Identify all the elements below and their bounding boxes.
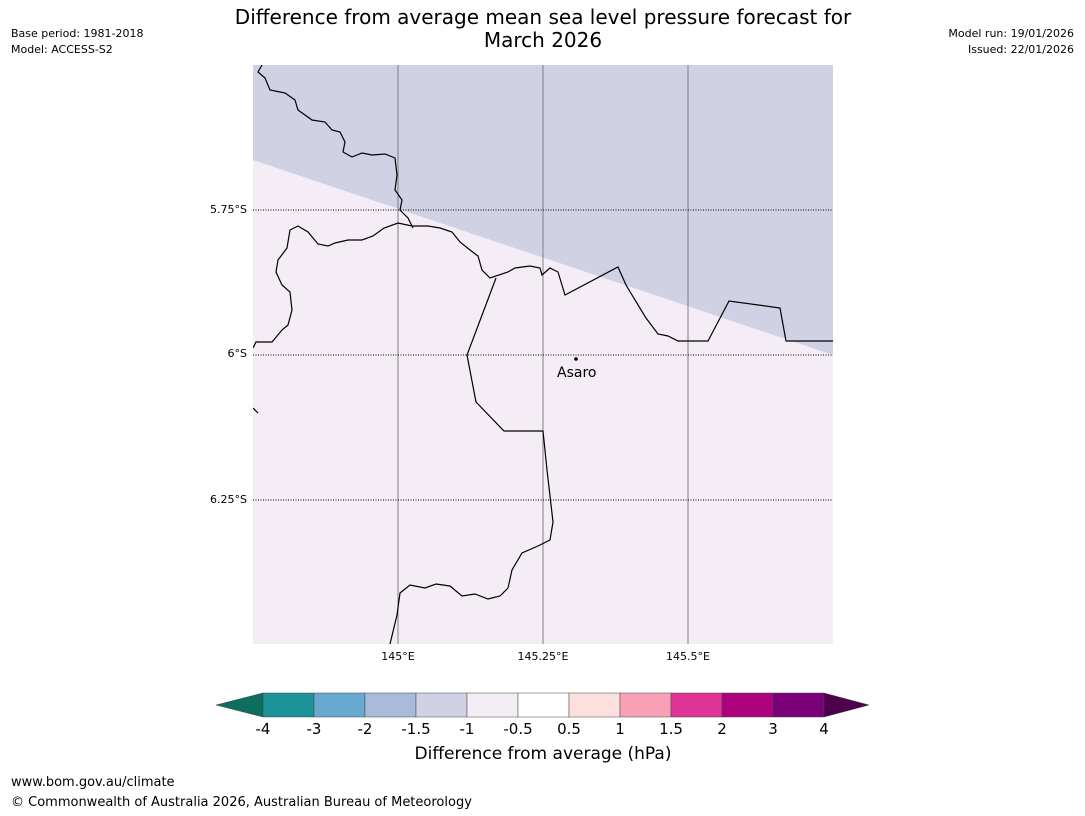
colorbar-tick-label: -1.5 <box>401 720 431 738</box>
colorbar-tick-label: -1 <box>459 720 475 738</box>
title-line-2: March 2026 <box>483 28 603 52</box>
province-boundary-north <box>257 65 414 229</box>
colorbar-tick-label: 2 <box>717 720 727 738</box>
lat-label-5-75: 5.75°S <box>210 203 247 216</box>
title-line-1: Difference from average mean sea level p… <box>234 5 852 29</box>
footer-url[interactable]: www.bom.gov.au/climate <box>11 775 175 790</box>
meta-right: Model run: 19/01/2026 Issued: 22/01/2026 <box>948 26 1074 58</box>
province-boundary-south <box>389 277 554 644</box>
meta-left: Base period: 1981-2018 Model: ACCESS-S2 <box>11 26 143 58</box>
lon-label-145-5: 145.5°E <box>666 650 710 663</box>
colorbar-segment <box>466 692 519 718</box>
colorbar-segment <box>364 692 417 718</box>
colorbar-tick-label: -2 <box>357 720 373 738</box>
colorbar-tick-label: 1.5 <box>659 720 683 738</box>
colorbar <box>215 692 870 718</box>
asaro-marker <box>574 357 578 361</box>
colorbar-tick-label: 0.5 <box>557 720 581 738</box>
colorbar-tick-label: -0.5 <box>503 720 533 738</box>
lat-label-6-25: 6.25°S <box>210 493 247 506</box>
colorbar-segment <box>721 692 774 718</box>
colorbar-tick-label: -4 <box>255 720 271 738</box>
colorbar-tick-label: 3 <box>768 720 778 738</box>
colorbar-segment <box>568 692 621 718</box>
colorbar-tick-label: 4 <box>819 720 829 738</box>
province-boundary-central <box>253 222 833 349</box>
model-run-text: Model run: 19/01/2026 <box>948 27 1074 40</box>
colorbar-title: Difference from average (hPa) <box>414 744 672 764</box>
lat-label-6: 6°S <box>227 347 247 360</box>
colorbar-tick-label: 1 <box>615 720 625 738</box>
colorbar-extend-low <box>215 692 264 718</box>
colorbar-segment <box>262 692 315 718</box>
coast-fragment-west <box>253 407 259 414</box>
colorbar-segment <box>313 692 366 718</box>
lon-label-145-25: 145.25°E <box>517 650 569 663</box>
base-period-text: Base period: 1981-2018 <box>11 27 144 40</box>
colorbar-extend-high <box>823 692 870 718</box>
footer-copyright: © Commonwealth of Australia 2026, Austra… <box>11 795 472 810</box>
lon-label-145: 145°E <box>381 650 415 663</box>
colorbar-segment <box>619 692 672 718</box>
colorbar-segment <box>772 692 825 718</box>
model-text: Model: ACCESS-S2 <box>11 43 113 56</box>
colorbar-segment <box>670 692 723 718</box>
colorbar-segment <box>517 692 570 718</box>
colorbar-tick-label: -3 <box>306 720 322 738</box>
colorbar-segment <box>415 692 468 718</box>
place-label-asaro: Asaro <box>557 365 597 381</box>
page-title: Difference from average mean sea level p… <box>200 6 886 52</box>
issued-text: Issued: 22/01/2026 <box>967 43 1074 56</box>
